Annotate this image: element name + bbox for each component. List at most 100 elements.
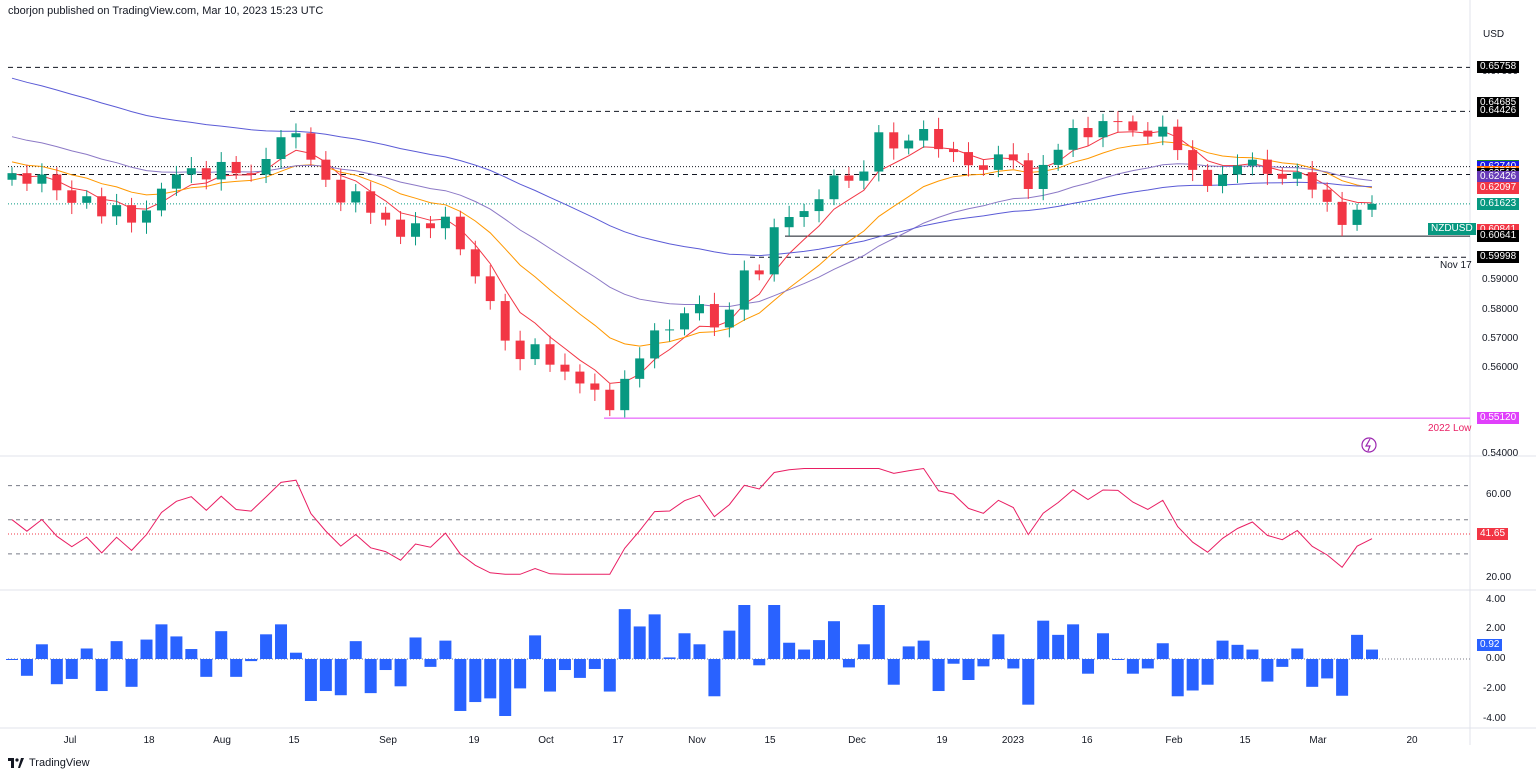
candle-body (1008, 154, 1018, 161)
candle-body (814, 199, 824, 212)
candle-body (1128, 121, 1138, 131)
candle-body (201, 168, 211, 180)
candle-body (665, 329, 675, 331)
candle-body (485, 276, 495, 302)
price-label: 0.62426 (1477, 171, 1520, 184)
candle-body (963, 152, 973, 166)
candle-body (993, 154, 1003, 170)
candle-body (635, 358, 645, 379)
momentum-bar (349, 641, 362, 659)
ema-line (11, 77, 1373, 257)
momentum-bar (275, 624, 288, 659)
price-tick: 0.59000 (1482, 274, 1519, 285)
currency-label: USD (1483, 29, 1505, 40)
momentum-bar (155, 624, 168, 659)
momentum-bar (1276, 659, 1289, 667)
momentum-bar (1366, 649, 1378, 659)
ema-line (11, 141, 1373, 347)
footer-brand: TradingView (29, 757, 90, 769)
time-tick: 19 (936, 735, 948, 746)
momentum-bar (439, 640, 452, 659)
rsi-value-badge: 41.65 (1477, 528, 1509, 540)
momentum-bar (469, 659, 482, 703)
time-tick: 15 (288, 735, 300, 746)
momentum-histogram (6, 605, 1470, 716)
momentum-bar (529, 635, 542, 659)
candle-body (425, 223, 435, 229)
momentum-bar (454, 659, 467, 711)
price-label: 0.62097 (1477, 182, 1520, 195)
time-tick: 15 (1239, 735, 1251, 746)
momentum-bar (1186, 659, 1199, 691)
momentum-bar (110, 641, 123, 659)
momentum-bar (1291, 648, 1304, 659)
candle-body (874, 132, 884, 172)
momentum-bar (1052, 634, 1065, 659)
momentum-bar (200, 659, 213, 677)
rsi-tick: 20.00 (1486, 572, 1512, 583)
time-tick: 17 (612, 735, 624, 746)
candle-body (1367, 203, 1377, 210)
momentum-bar (379, 659, 392, 671)
time-tick: 20 (1406, 735, 1418, 746)
time-tick: Aug (213, 735, 231, 746)
momentum-bar (917, 640, 930, 659)
time-tick: Mar (1309, 735, 1327, 746)
candle-body (1352, 209, 1362, 225)
time-tick: Nov (688, 735, 706, 746)
price-tick: 0.57000 (1482, 333, 1519, 344)
moving-averages (11, 77, 1373, 384)
momentum-bar (260, 634, 273, 659)
candle-body (1247, 159, 1257, 166)
tradingview-logo-icon (8, 757, 24, 768)
momentum-bar (1231, 644, 1244, 659)
price-label: 0.61623 (1477, 197, 1520, 210)
momentum-bar (678, 633, 691, 659)
time-tick: Jul (64, 735, 77, 746)
momentum-tick: -2.00 (1483, 683, 1506, 694)
momentum-bar (827, 621, 840, 659)
momentum-bar (558, 659, 571, 671)
candle-body (694, 304, 704, 314)
momentum-bar (1216, 640, 1229, 659)
lightning-icon[interactable] (1361, 437, 1377, 453)
candle-body (440, 216, 450, 229)
horizontal-levels (8, 66, 1470, 419)
rsi-panel (8, 467, 1470, 575)
candle-body (1083, 128, 1093, 138)
candle-body (844, 175, 854, 181)
momentum-bar (289, 652, 302, 659)
time-tick: Feb (1165, 735, 1183, 746)
momentum-bar (95, 659, 108, 692)
candle-body (37, 174, 47, 184)
momentum-bar (6, 659, 18, 660)
candle-body (1038, 164, 1048, 189)
candle-body (276, 137, 286, 159)
time-tick: 19 (468, 735, 480, 746)
candle-body (515, 340, 525, 360)
candle-body (1173, 126, 1183, 151)
candle-body (291, 133, 301, 138)
candle-body (455, 216, 465, 250)
momentum-bar (334, 659, 347, 696)
momentum-bar (1261, 659, 1274, 682)
candle-body (381, 212, 391, 220)
candle-body (231, 161, 241, 174)
candle-body (156, 188, 166, 211)
momentum-bar (1067, 624, 1080, 659)
momentum-bar (1096, 633, 1109, 659)
momentum-bar (499, 659, 512, 716)
momentum-bar (842, 659, 855, 668)
momentum-bar (618, 609, 631, 659)
candle-body (575, 371, 585, 384)
momentum-bar (1007, 659, 1020, 669)
candle-body (261, 158, 271, 175)
candle-body (142, 210, 152, 223)
candle-body (1068, 128, 1078, 150)
price-tick: 0.58000 (1482, 304, 1519, 315)
momentum-bar (245, 659, 258, 662)
momentum-bar (738, 605, 751, 659)
momentum-bar (1201, 659, 1214, 685)
candle-body (112, 205, 122, 217)
